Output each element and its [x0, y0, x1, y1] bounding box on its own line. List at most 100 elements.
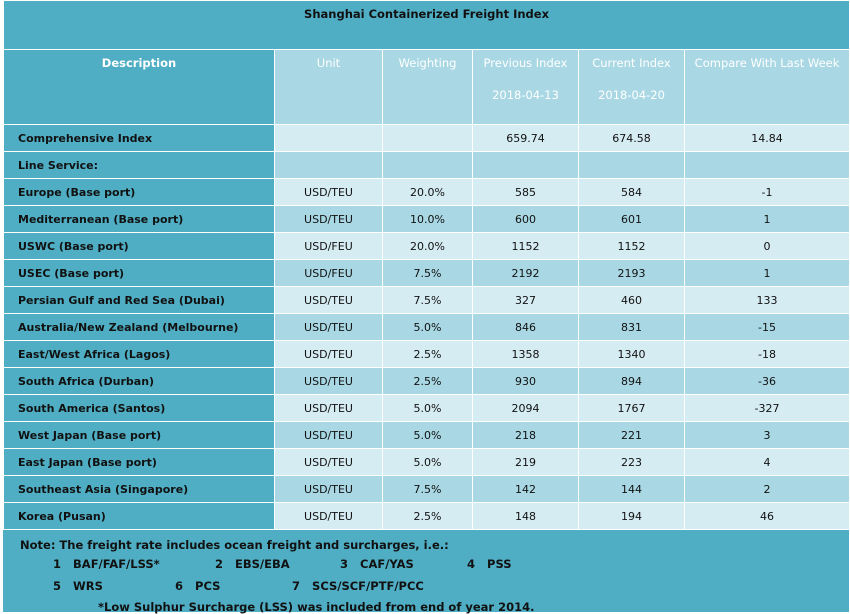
cell-previous-index: 142: [472, 475, 579, 503]
table-row: Korea (Pusan) USD/TEU 2.5% 148 194 46: [3, 502, 850, 530]
table-row: USEC (Base port) USD/FEU 7.5% 2192 2193 1: [3, 259, 850, 287]
table-row: Comprehensive Index 659.74 674.58 14.84: [3, 124, 850, 152]
cell-weighting: [382, 124, 473, 152]
cell-unit: USD/TEU: [274, 394, 383, 422]
cell-unit: USD/TEU: [274, 475, 383, 503]
table-row: West Japan (Base port) USD/TEU 5.0% 218 221 3: [3, 421, 850, 449]
cell-current-index: 584: [578, 178, 685, 206]
cell-previous-index: 600: [472, 205, 579, 233]
cell-previous-index: 846: [472, 313, 579, 341]
cell-current-index: 194: [578, 502, 685, 530]
note-footnote: *Low Sulphur Surcharge (LSS) was include…: [98, 600, 535, 614]
note-item-text: CAF/YAS: [360, 557, 414, 571]
header-previous-index: Previous Index 2018-04-13: [472, 49, 579, 125]
cell-current-index: 674.58: [578, 124, 685, 152]
cell-weighting: 5.0%: [382, 448, 473, 476]
cell-weighting: 7.5%: [382, 475, 473, 503]
cell-previous-index: [472, 151, 579, 179]
cell-description: Australia/New Zealand (Melbourne): [3, 313, 275, 341]
cell-weighting: 5.0%: [382, 313, 473, 341]
cell-compare: 1: [683, 205, 850, 233]
note-item-number: 2: [215, 557, 224, 571]
cell-description: West Japan (Base port): [3, 421, 275, 449]
note-item-number: 4: [467, 557, 476, 571]
cell-previous-index: 2192: [472, 259, 579, 287]
cell-previous-index: 219: [472, 448, 579, 476]
cell-previous-index: 930: [472, 367, 579, 395]
table-row: Persian Gulf and Red Sea (Dubai) USD/TEU 7…: [3, 286, 850, 314]
header-current-date: 2018-04-20: [598, 88, 665, 102]
freight-index-table: Shanghai Containerized Freight Index Des…: [2, 0, 850, 530]
table-row: Australia/New Zealand (Melbourne) USD/TEU…: [3, 313, 850, 341]
cell-description: USEC (Base port): [3, 259, 275, 287]
note-item-text: BAF/FAF/LSS*: [73, 557, 160, 571]
cell-unit: [274, 151, 383, 179]
table-row: Mediterranean (Base port) USD/TEU 10.0% 600…: [3, 205, 850, 233]
cell-description: Persian Gulf and Red Sea (Dubai): [3, 286, 275, 314]
table-row: Europe (Base port) USD/TEU 20.0% 585 584 -1: [3, 178, 850, 206]
cell-current-index: 2193: [578, 259, 685, 287]
cell-compare: 3: [683, 421, 850, 449]
cell-weighting: 20.0%: [382, 178, 473, 206]
note-item-number: 5: [53, 579, 62, 593]
cell-description: USWC (Base port): [3, 232, 275, 260]
cell-weighting: 7.5%: [382, 286, 473, 314]
cell-current-index: 460: [578, 286, 685, 314]
cell-compare: [683, 151, 850, 179]
cell-unit: USD/TEU: [274, 340, 383, 368]
note-item-text: EBS/EBA: [235, 557, 290, 571]
cell-compare: 2: [683, 475, 850, 503]
cell-unit: USD/FEU: [274, 232, 383, 260]
cell-unit: USD/TEU: [274, 286, 383, 314]
note-item-text: WRS: [73, 579, 103, 593]
cell-compare: -36: [683, 367, 850, 395]
cell-weighting: 20.0%: [382, 232, 473, 260]
title-row: Shanghai Containerized Freight Index: [2, 0, 850, 50]
cell-previous-index: 327: [472, 286, 579, 314]
note-item-2: 2 EBS/EBA: [215, 557, 290, 571]
header-description: Description: [3, 49, 275, 125]
cell-compare: -327: [683, 394, 850, 422]
header-current-index: Current Index 2018-04-20: [578, 49, 685, 125]
header-previous-date: 2018-04-13: [492, 88, 559, 102]
note-item-number: 1: [53, 557, 62, 571]
cell-current-index: 601: [578, 205, 685, 233]
header-unit: Unit: [274, 49, 383, 125]
note-item-5: 5 WRS: [53, 579, 103, 593]
cell-previous-index: 1152: [472, 232, 579, 260]
table-row: Southeast Asia (Singapore) USD/TEU 7.5% 142…: [3, 475, 850, 503]
table-row: South America (Santos) USD/TEU 5.0% 2094 176…: [3, 394, 850, 422]
cell-compare: 14.84: [683, 124, 850, 152]
cell-unit: USD/TEU: [274, 367, 383, 395]
table-row: East/West Africa (Lagos) USD/TEU 2.5% 1358 1…: [3, 340, 850, 368]
table-row: South Africa (Durban) USD/TEU 2.5% 930 894 -3…: [3, 367, 850, 395]
note-item-4: 4 PSS: [467, 557, 512, 571]
cell-previous-index: 2094: [472, 394, 579, 422]
cell-current-index: 1340: [578, 340, 685, 368]
table-row: USWC (Base port) USD/FEU 20.0% 1152 1152 0: [3, 232, 850, 260]
header-previous-label: Previous Index: [483, 56, 568, 70]
header-row: Description Unit Weighting Previous Inde…: [3, 49, 850, 125]
cell-current-index: 831: [578, 313, 685, 341]
note-item-3: 3 CAF/YAS: [340, 557, 414, 571]
note-item-text: PCS: [195, 579, 221, 593]
cell-description: Comprehensive Index: [3, 124, 275, 152]
cell-weighting: 2.5%: [382, 502, 473, 530]
cell-current-index: 221: [578, 421, 685, 449]
cell-compare: 4: [683, 448, 850, 476]
header-compare: Compare With Last Week: [683, 49, 850, 125]
cell-description: Europe (Base port): [3, 178, 275, 206]
cell-unit: USD/TEU: [274, 502, 383, 530]
note-item-7: 7 SCS/SCF/PTF/PCC: [292, 579, 424, 593]
cell-unit: USD/TEU: [274, 313, 383, 341]
cell-unit: [274, 124, 383, 152]
cell-weighting: [382, 151, 473, 179]
cell-unit: USD/TEU: [274, 205, 383, 233]
header-weighting: Weighting: [382, 49, 473, 125]
note-item-6: 6 PCS: [175, 579, 220, 593]
note-item-number: 3: [340, 557, 349, 571]
cell-compare: -1: [683, 178, 850, 206]
cell-weighting: 5.0%: [382, 394, 473, 422]
cell-current-index: 144: [578, 475, 685, 503]
